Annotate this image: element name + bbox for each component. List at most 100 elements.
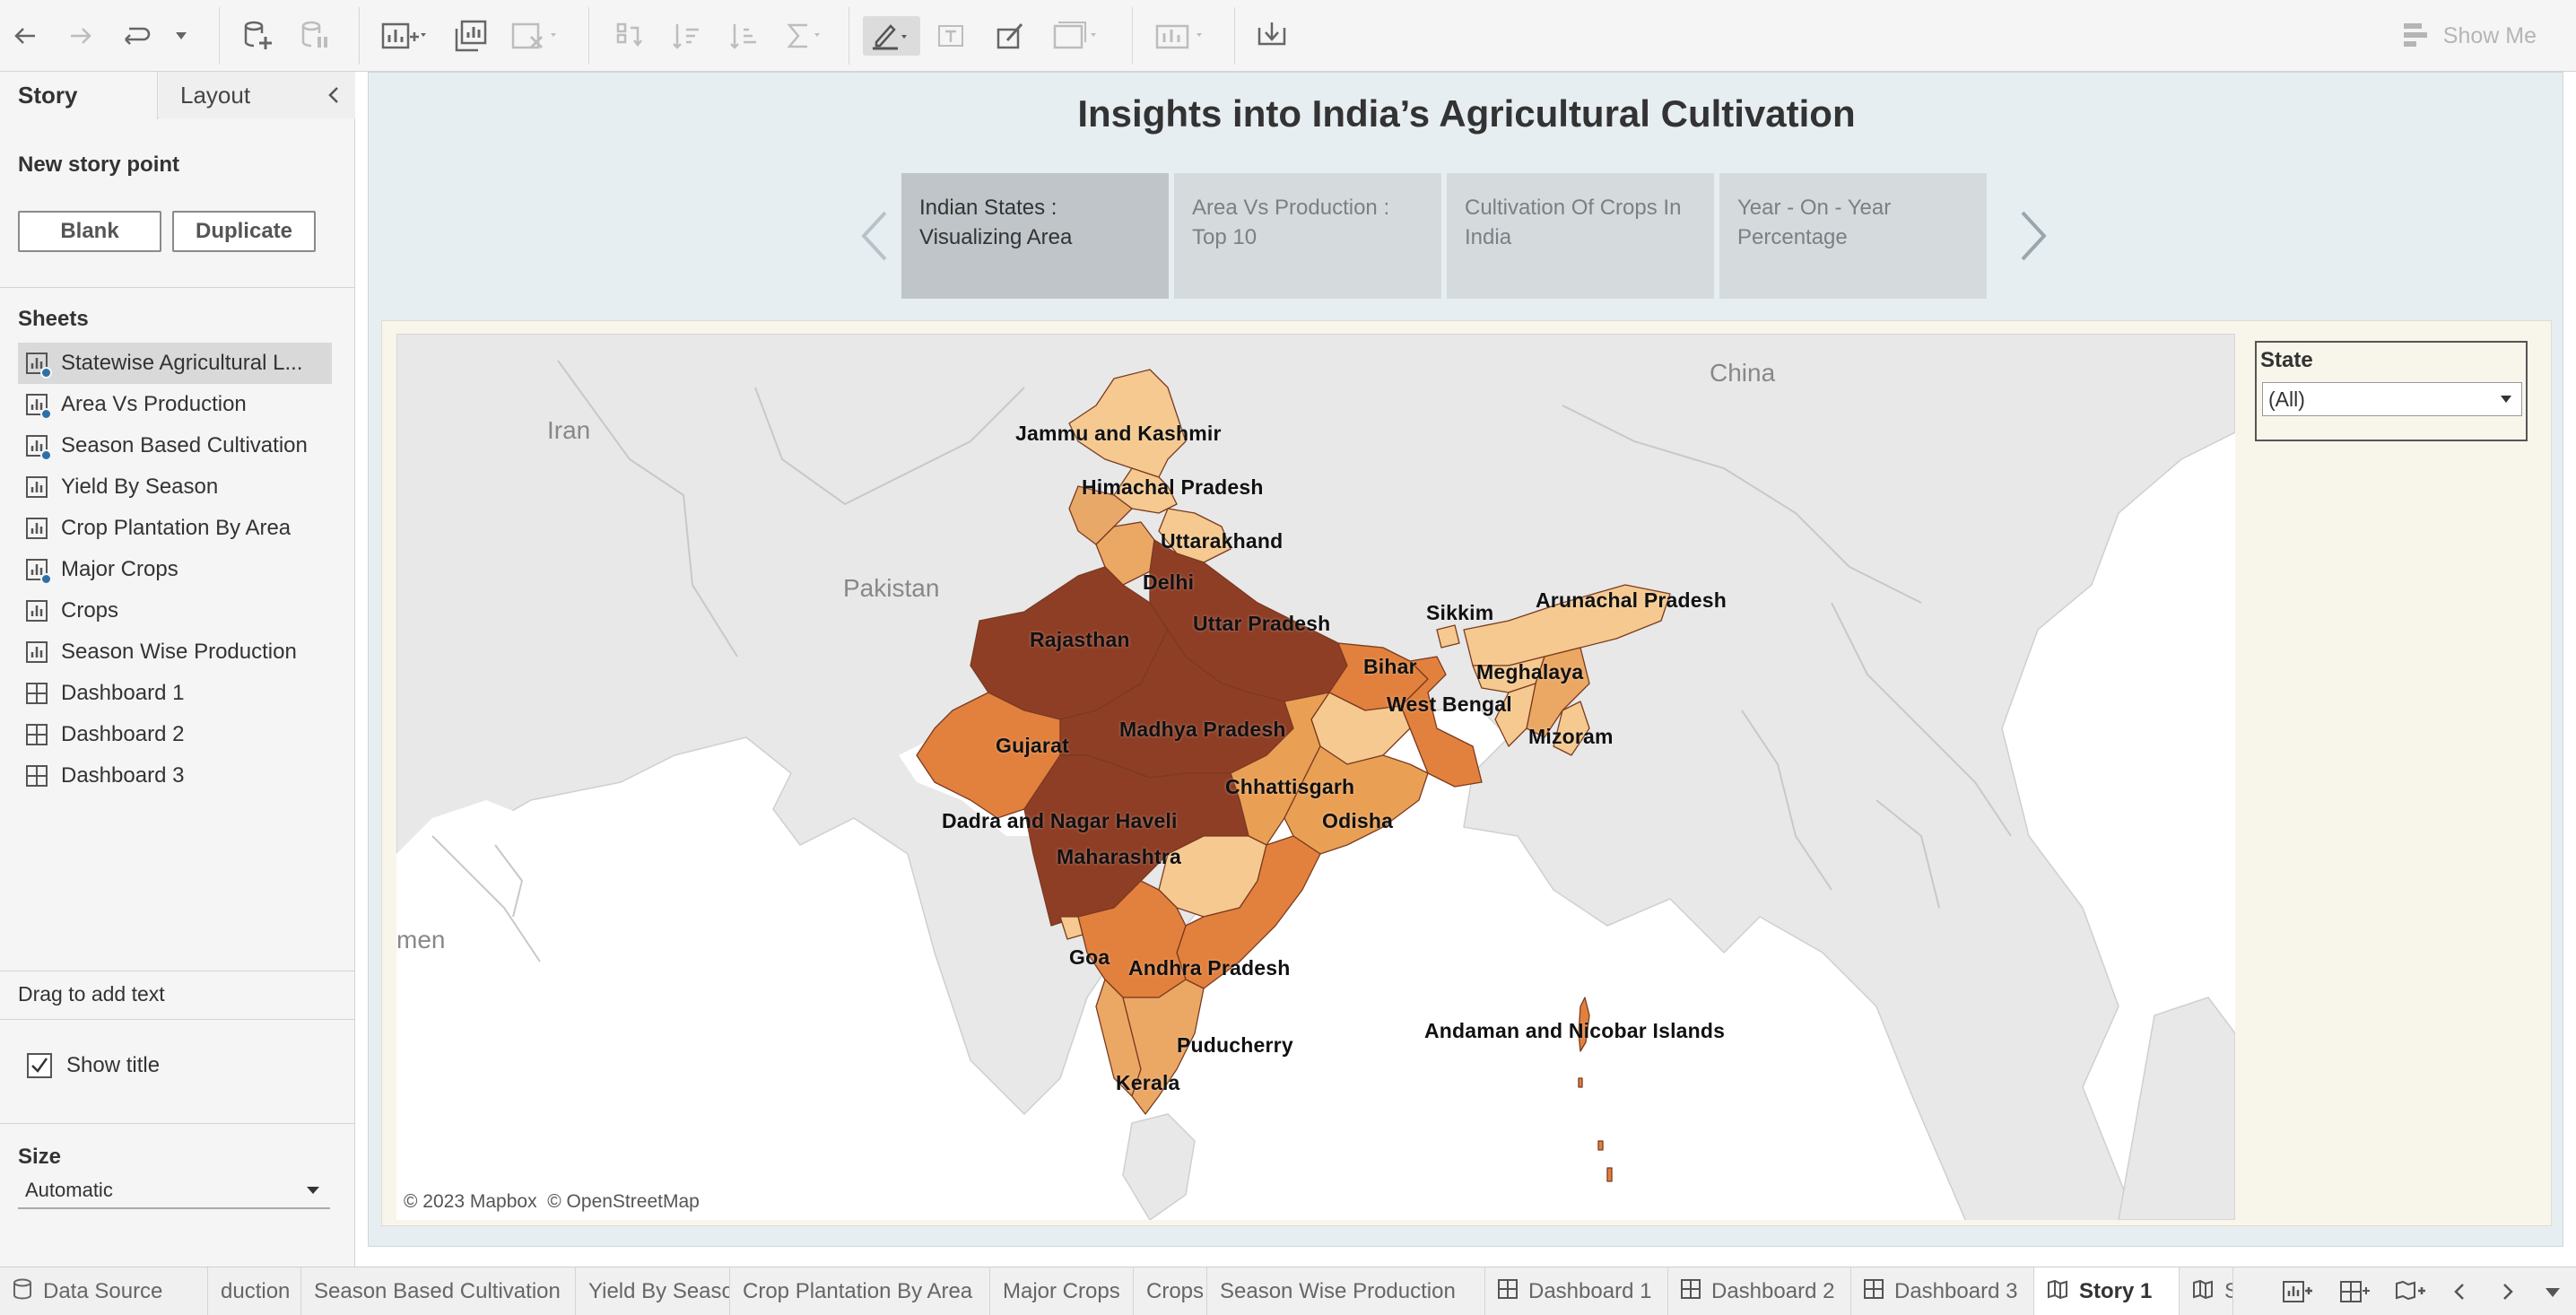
sheet-tab[interactable]: St — [2180, 1267, 2233, 1315]
database-icon — [13, 1278, 32, 1306]
sheet-item[interactable]: Season Wise Production — [18, 631, 332, 673]
size-dropdown[interactable]: Automatic — [18, 1173, 330, 1209]
sheet-item[interactable]: Season Based Cultivation — [18, 425, 332, 466]
tab-menu-icon[interactable] — [2544, 1278, 2562, 1310]
scroll-left-icon[interactable] — [2450, 1278, 2468, 1310]
next-story-point-icon[interactable] — [2017, 209, 2049, 267]
highlight-icon[interactable] — [863, 16, 920, 56]
previous-story-point-icon[interactable] — [858, 209, 891, 267]
sheet-item[interactable]: Dashboard 2 — [18, 714, 332, 755]
download-icon[interactable] — [1252, 16, 1292, 56]
sheet-item[interactable]: Dashboard 1 — [18, 673, 332, 714]
mapbox-attribution[interactable]: © 2023 Mapbox — [404, 1191, 537, 1212]
sheet-tab[interactable]: Dashboard 2 — [1668, 1267, 1851, 1315]
story-point-2[interactable]: Area Vs Production : Top 10 — [1174, 173, 1441, 299]
label-icon[interactable] — [933, 16, 969, 56]
clear-sheet-icon[interactable] — [509, 16, 563, 56]
story-point-3[interactable]: Cultivation Of Crops In India — [1447, 173, 1714, 299]
sheet-tab[interactable]: Yield By Season — [576, 1267, 730, 1315]
sheet-item[interactable]: Crops — [18, 590, 332, 631]
sheet-tab[interactable]: Crop Plantation By Area — [730, 1267, 990, 1315]
dashboard-area: Iran Pakistan China men Jammu and Kashmi… — [381, 320, 2552, 1226]
duplicate-button[interactable]: Duplicate — [172, 211, 316, 252]
dashboard-icon — [1864, 1278, 1884, 1305]
state-filter-title: State — [2260, 348, 2313, 372]
size-label: Size — [18, 1145, 62, 1169]
dashboard-icon — [25, 723, 48, 746]
duplicate-sheet-icon[interactable] — [450, 16, 490, 56]
state-label: Goa — [1069, 945, 1110, 969]
sheet-tab-label: Season Based Cultivation — [314, 1279, 561, 1303]
checkbox-checked-icon[interactable] — [27, 1053, 52, 1078]
tab-layout[interactable]: Layout — [159, 72, 355, 118]
sheet-item-label: Dashboard 1 — [61, 681, 185, 705]
sheet-tab-label: Story 1 — [2079, 1279, 2153, 1303]
sort-descending-icon[interactable] — [725, 16, 764, 56]
sheet-tab[interactable]: Dashboard 3 — [1851, 1267, 2034, 1315]
show-cards-icon[interactable] — [1150, 16, 1213, 56]
state-label: Uttar Pradesh — [1193, 612, 1331, 635]
pause-updates-icon[interactable] — [296, 16, 335, 56]
sheet-tab[interactable]: Major Crops — [990, 1267, 1134, 1315]
format-icon[interactable] — [992, 16, 1028, 56]
show-title-checkbox[interactable]: Show title — [27, 1053, 160, 1078]
state-filter-dropdown[interactable]: (All) — [2262, 382, 2522, 416]
sheet-tab[interactable]: duction — [208, 1267, 301, 1315]
fit-icon[interactable] — [1048, 16, 1105, 56]
sheet-item[interactable]: Yield By Season — [18, 466, 332, 508]
new-dashboard-tab-icon[interactable] — [2339, 1278, 2370, 1310]
sheet-tab-label: Yield By Season — [588, 1279, 730, 1303]
sheet-tab[interactable]: Dashboard 1 — [1485, 1267, 1668, 1315]
sheet-tab[interactable]: Data Source — [0, 1267, 208, 1315]
state-label: Arunachal Pradesh — [1536, 588, 1727, 612]
totals-icon[interactable] — [782, 16, 827, 56]
worksheet-icon — [25, 517, 48, 540]
used-in-story-check-icon — [40, 408, 52, 420]
swap-icon[interactable] — [610, 16, 649, 56]
sheet-tab[interactable]: Season Wise Production — [1207, 1267, 1485, 1315]
dropdown-icon[interactable] — [170, 16, 192, 56]
scroll-right-icon[interactable] — [2499, 1278, 2517, 1310]
state-label: Andhra Pradesh — [1128, 956, 1291, 980]
sheet-item[interactable]: Crop Plantation By Area — [18, 508, 332, 549]
show-me-button[interactable]: Show Me — [2402, 18, 2537, 54]
back-arrow-icon[interactable] — [7, 16, 43, 56]
collapse-panel-icon[interactable] — [325, 84, 343, 110]
sheet-tab-label: Major Crops — [1003, 1279, 1120, 1303]
new-worksheet-tab-icon[interactable] — [2282, 1278, 2312, 1310]
sheet-tab-label: Dashboard 2 — [1711, 1279, 1835, 1303]
new-data-source-icon[interactable] — [239, 16, 278, 56]
india-map[interactable]: Iran Pakistan China men Jammu and Kashmi… — [396, 334, 2235, 1220]
state-label: Gujarat — [996, 734, 1069, 757]
chevron-down-icon — [2501, 396, 2511, 403]
sheet-item-label: Statewise Agricultural L... — [61, 351, 303, 375]
sheet-item-label: Major Crops — [61, 557, 178, 581]
story-point-1[interactable]: Indian States : Visualizing Area — [901, 173, 1169, 299]
redo-icon[interactable] — [118, 16, 158, 56]
story-point-4[interactable]: Year - On - Year Percentage — [1719, 173, 1987, 299]
state-label: Odisha — [1322, 809, 1394, 832]
show-me-label: Show Me — [2442, 22, 2537, 48]
new-story-tab-icon[interactable] — [2395, 1278, 2425, 1310]
forward-arrow-icon[interactable] — [63, 16, 99, 56]
blank-button[interactable]: Blank — [18, 211, 161, 252]
sort-ascending-icon[interactable] — [667, 16, 707, 56]
dashboard-icon — [1681, 1278, 1701, 1305]
tab-story[interactable]: Story — [0, 72, 158, 119]
new-worksheet-icon[interactable] — [379, 16, 429, 56]
sheet-item-label: Area Vs Production — [61, 392, 247, 416]
sheet-item[interactable]: Major Crops — [18, 549, 332, 590]
sheet-tab[interactable]: Story 1 — [2034, 1267, 2180, 1315]
osm-attribution[interactable]: © OpenStreetMap — [547, 1191, 700, 1212]
drag-to-add-text[interactable]: Drag to add text — [18, 982, 165, 1006]
sheet-tab-label: duction — [221, 1279, 291, 1303]
state-label: Sikkim — [1426, 601, 1494, 624]
sheet-item[interactable]: Dashboard 3 — [18, 755, 332, 797]
sheet-tab[interactable]: Crops — [1134, 1267, 1207, 1315]
sheet-tab[interactable]: Season Based Cultivation — [301, 1267, 576, 1315]
state-label: Jammu and Kashmir — [1015, 422, 1222, 445]
worksheet-icon — [25, 393, 52, 420]
sheet-item[interactable]: Area Vs Production — [18, 384, 332, 425]
country-label-iran: Iran — [547, 416, 591, 444]
sheet-item[interactable]: Statewise Agricultural L... — [18, 343, 332, 384]
